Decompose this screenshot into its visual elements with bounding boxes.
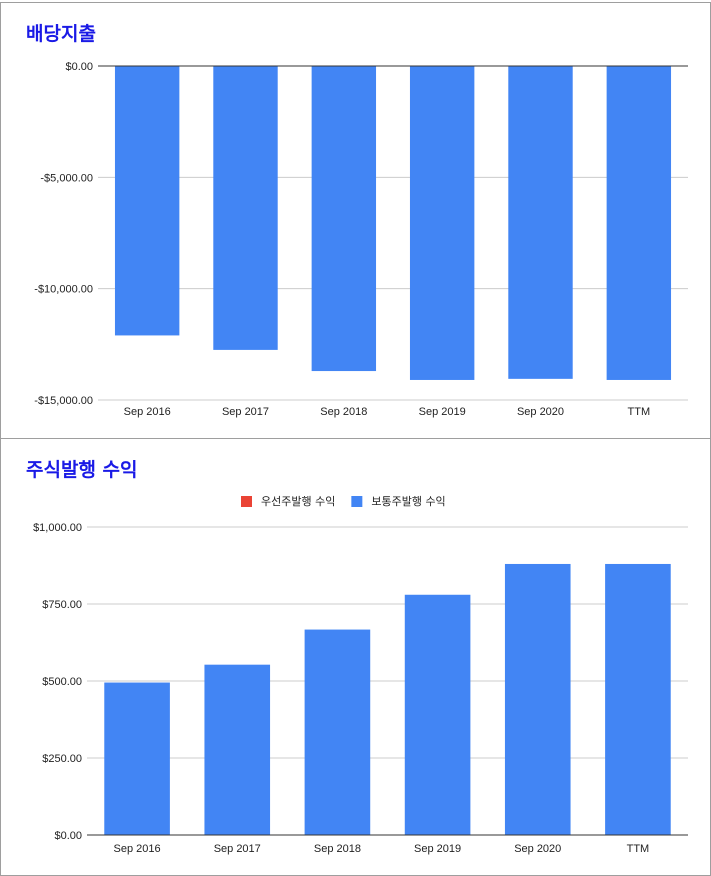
bar <box>409 66 475 380</box>
y-tick-label: $0.00 <box>65 61 93 73</box>
stock-issuance-chart-panel: 주식발행 수익 $1,000.00 $750.00 $500.00 $250.00 $0… <box>0 438 711 876</box>
y-tick-label: $250.00 <box>42 753 82 765</box>
y-tick-label: -$5,000.00 <box>40 172 93 184</box>
bar <box>606 66 672 380</box>
x-tick-label: Sep 2019 <box>419 406 466 418</box>
chart-title: 주식발행 수익 <box>26 459 138 481</box>
stock-issuance-chart: $1,000.00 $750.00 $500.00 $250.00 $0.00 Sep 2… <box>33 495 688 855</box>
legend-swatch <box>351 496 363 507</box>
bar <box>311 66 377 372</box>
x-tick-label: Sep 2017 <box>214 843 261 855</box>
x-tick-label: TTM <box>627 843 650 855</box>
x-tick-label: Sep 2016 <box>114 843 161 855</box>
bar <box>605 563 671 835</box>
y-tick-label: -$10,000.00 <box>34 284 93 296</box>
x-tick-label: Sep 2018 <box>320 406 367 418</box>
y-tick-label: $750.00 <box>42 599 82 611</box>
legend-swatch <box>241 496 252 507</box>
y-tick-label: $0.00 <box>54 830 82 842</box>
dividend-chart-panel: 배당지출 $0.00 -$5,000.00 -$10,000.00 -$15,000.… <box>0 2 711 440</box>
dividend-chart: $0.00 -$5,000.00 -$10,000.00 -$15,000.00 Sep… <box>34 61 688 418</box>
bar <box>404 594 471 835</box>
x-tick-label: Sep 2018 <box>314 843 361 855</box>
legend-label: 보통주발행 수익 <box>371 495 445 508</box>
x-tick-label: Sep 2020 <box>517 406 564 418</box>
bar <box>304 629 371 835</box>
bar <box>213 66 278 350</box>
x-tick-label: TTM <box>628 406 651 418</box>
chart-title: 배당지출 <box>26 23 96 45</box>
bar <box>504 563 571 835</box>
bar <box>114 66 180 336</box>
y-tick-label: -$15,000.00 <box>34 395 93 407</box>
x-tick-label: Sep 2019 <box>414 843 461 855</box>
x-tick-label: Sep 2020 <box>514 843 561 855</box>
x-tick-label: Sep 2016 <box>124 406 171 418</box>
bar <box>104 682 170 835</box>
y-tick-label: $1,000.00 <box>33 522 82 534</box>
legend-label: 우선주발행 수익 <box>261 495 335 508</box>
bar <box>508 66 573 379</box>
bar <box>204 664 271 835</box>
y-tick-label: $500.00 <box>42 676 82 688</box>
x-tick-label: Sep 2017 <box>222 406 269 418</box>
